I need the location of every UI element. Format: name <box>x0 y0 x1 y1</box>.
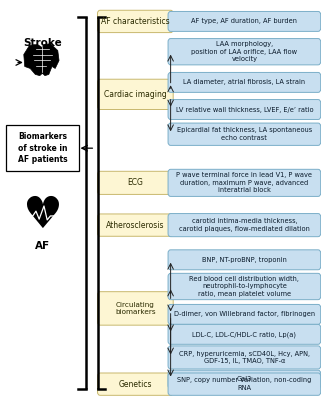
Text: AF type, AF duration, AF burden: AF type, AF duration, AF burden <box>191 18 297 24</box>
Text: carotid intima-media thickness,
carotid plaques, flow-mediated dilation: carotid intima-media thickness, carotid … <box>179 218 310 232</box>
FancyBboxPatch shape <box>168 324 321 344</box>
Text: D-dimer, von Willebrand factor, fibrinogen: D-dimer, von Willebrand factor, fibrinog… <box>174 312 315 318</box>
FancyBboxPatch shape <box>168 250 321 270</box>
Text: ♥: ♥ <box>23 194 62 238</box>
FancyBboxPatch shape <box>168 72 321 92</box>
FancyBboxPatch shape <box>168 38 321 65</box>
Text: Biomarkers
of stroke in
AF patients: Biomarkers of stroke in AF patients <box>18 132 67 164</box>
Text: LDL-C, LDL-C/HDL-C ratio, Lp(a): LDL-C, LDL-C/HDL-C ratio, Lp(a) <box>192 331 296 338</box>
FancyBboxPatch shape <box>168 370 321 388</box>
FancyBboxPatch shape <box>168 214 321 237</box>
Text: Epicardial fat thickness, LA spontaneous
echo contrast: Epicardial fat thickness, LA spontaneous… <box>177 128 312 141</box>
FancyBboxPatch shape <box>98 292 173 325</box>
Text: AF: AF <box>35 241 50 251</box>
Text: BNP, NT-proBNP, troponin: BNP, NT-proBNP, troponin <box>202 257 287 263</box>
Text: Cardiac imaging: Cardiac imaging <box>104 90 167 99</box>
Text: P wave terminal force in lead V1, P wave
duration, maximum P wave, advanced
inte: P wave terminal force in lead V1, P wave… <box>176 172 312 193</box>
FancyBboxPatch shape <box>168 273 321 300</box>
FancyBboxPatch shape <box>168 12 321 31</box>
Text: Atherosclerosis: Atherosclerosis <box>106 221 165 230</box>
Text: SNP, copy number variation, non-coding
RNA: SNP, copy number variation, non-coding R… <box>177 378 311 391</box>
Text: Circulating
biomarkers: Circulating biomarkers <box>115 302 156 315</box>
Text: Gal3: Gal3 <box>237 376 252 382</box>
Text: LAA morphology,
position of LAA orifice, LAA flow
velocity: LAA morphology, position of LAA orifice,… <box>191 41 297 62</box>
FancyBboxPatch shape <box>168 100 321 120</box>
FancyBboxPatch shape <box>168 373 321 395</box>
Text: Stroke: Stroke <box>23 38 62 48</box>
Text: CRP, hyperuricemia, sCD40L, Hcy, APN,
GDF-15, IL, TMAO, TNF-α: CRP, hyperuricemia, sCD40L, Hcy, APN, GD… <box>179 351 310 364</box>
FancyBboxPatch shape <box>98 373 173 395</box>
FancyBboxPatch shape <box>98 171 173 194</box>
FancyBboxPatch shape <box>98 214 173 236</box>
FancyBboxPatch shape <box>168 123 321 145</box>
Text: Genetics: Genetics <box>118 380 152 389</box>
FancyBboxPatch shape <box>168 346 321 369</box>
Text: ECG: ECG <box>127 178 143 187</box>
Text: Red blood cell distribution width,
neutrophil-to-lymphocyte
ratio, mean platelet: Red blood cell distribution width, neutr… <box>189 276 299 297</box>
FancyBboxPatch shape <box>98 10 173 32</box>
FancyBboxPatch shape <box>168 304 321 324</box>
Text: LV relative wall thickness, LVEF, E/e’ ratio: LV relative wall thickness, LVEF, E/e’ r… <box>175 106 313 112</box>
Text: AF characteristics: AF characteristics <box>101 17 170 26</box>
FancyBboxPatch shape <box>6 125 79 171</box>
Text: LA diameter, atrial fibrosis, LA strain: LA diameter, atrial fibrosis, LA strain <box>183 80 306 86</box>
FancyBboxPatch shape <box>98 79 173 110</box>
PathPatch shape <box>24 44 59 76</box>
FancyBboxPatch shape <box>168 169 321 196</box>
